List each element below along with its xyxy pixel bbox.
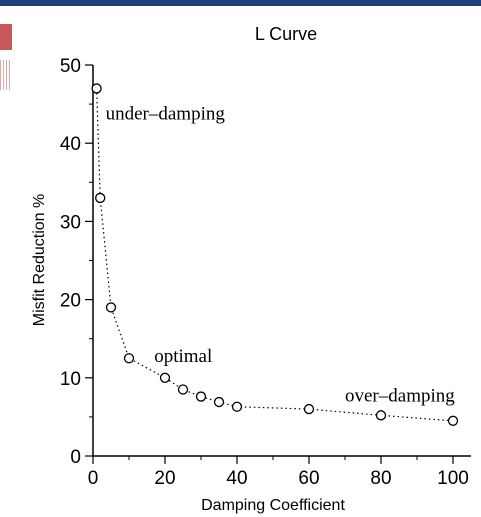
x-tick-label: 40 — [226, 468, 247, 489]
y-tick-label: 40 — [60, 134, 81, 155]
y-tick-label: 30 — [60, 212, 81, 233]
decoration-red-block — [0, 24, 12, 50]
data-point — [447, 415, 459, 426]
y-tick-label: 10 — [60, 369, 81, 390]
data-point — [195, 391, 207, 402]
data-point — [375, 410, 387, 421]
sidebar-decoration — [0, 24, 12, 90]
x-tick-label: 60 — [298, 468, 319, 489]
data-point — [177, 384, 189, 395]
annotation-label: optimal — [154, 346, 212, 367]
annotation-label: over–damping — [345, 385, 455, 406]
y-axis-label: Misfit Reduction % — [31, 194, 48, 327]
data-point — [303, 403, 315, 415]
data-point — [95, 192, 106, 204]
data-point — [105, 302, 117, 313]
x-tick-label: 80 — [370, 468, 391, 489]
data-point — [159, 372, 171, 383]
series-line — [96, 88, 454, 422]
data-point — [123, 353, 135, 364]
y-tick-label: 20 — [60, 291, 81, 312]
data-point — [213, 396, 225, 408]
decoration-pattern-block — [0, 60, 12, 90]
data-point — [231, 401, 243, 412]
y-tick-label: 0 — [70, 447, 81, 468]
x-tick-label: 0 — [88, 468, 99, 489]
decoration-gap — [0, 50, 12, 60]
x-tick-label: 20 — [154, 468, 175, 489]
top-banner — [0, 0, 481, 6]
y-tick-label: 50 — [60, 56, 81, 77]
x-axis-label: Damping Coefficient — [201, 497, 345, 514]
annotation-label: under–damping — [106, 104, 226, 125]
chart-title: L Curve — [255, 24, 317, 44]
x-tick-label: 100 — [437, 468, 469, 489]
data-point — [91, 83, 102, 94]
